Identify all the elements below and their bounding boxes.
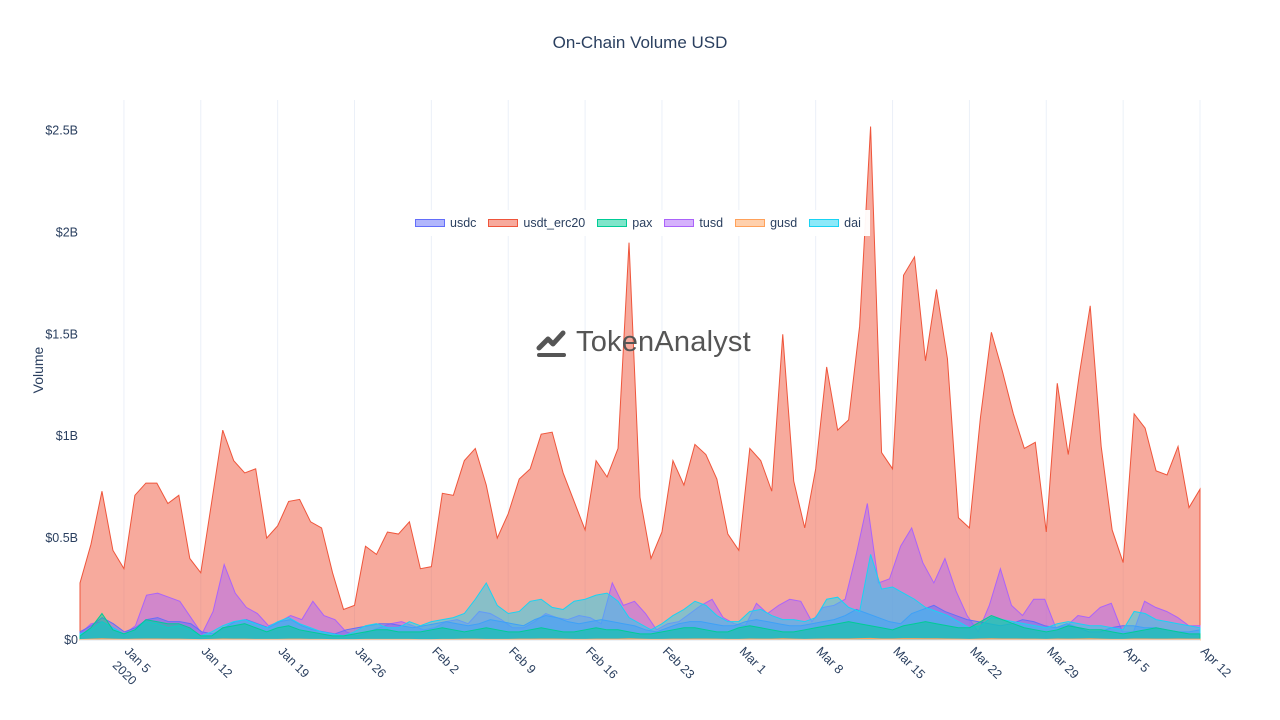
x-tick-label: Jan 19 xyxy=(276,644,312,680)
legend-swatch xyxy=(735,219,766,227)
legend: usdc usdt_erc20 pax tusd gusd dai xyxy=(408,210,870,236)
legend-label: gusd xyxy=(770,216,798,230)
watermark-text: TokenAnalyst xyxy=(576,326,751,358)
legend-item-usdc[interactable]: usdc xyxy=(415,216,476,230)
y-tick-label: $1.5B xyxy=(45,327,78,341)
x-tick-label: Feb 9 xyxy=(506,644,539,677)
x-tick-label: Feb 23 xyxy=(660,644,697,681)
x-tick-label: Apr 5 xyxy=(1121,644,1152,675)
y-tick-label: $1B xyxy=(56,429,78,443)
x-tick-label: Feb 16 xyxy=(583,644,620,681)
legend-label: usdt_erc20 xyxy=(523,216,586,230)
legend-label: dai xyxy=(844,216,861,230)
x-tick-label: Feb 2 xyxy=(429,644,462,677)
legend-item-tusd[interactable]: tusd xyxy=(664,216,723,230)
x-tick-label: Jan 26 xyxy=(352,644,388,680)
legend-swatch xyxy=(664,219,695,227)
legend-item-usdt_erc20[interactable]: usdt_erc20 xyxy=(488,216,585,230)
y-tick-label: $2.5B xyxy=(45,124,78,138)
series-areas xyxy=(79,126,1201,641)
legend-swatch xyxy=(809,219,840,227)
area-dai xyxy=(79,554,1201,641)
tokenanalyst-logo-icon xyxy=(536,330,566,357)
area-pax xyxy=(79,612,1201,641)
y-axis-label: Volume xyxy=(30,346,46,394)
x-tick-label: Jan 12 xyxy=(199,644,235,680)
x-tick-label: Mar 29 xyxy=(1044,644,1081,681)
y-tick-label: $2B xyxy=(56,225,78,239)
y-tick-label: $0.5B xyxy=(45,531,78,545)
legend-item-dai[interactable]: dai xyxy=(809,216,861,230)
y-tick-label: $0 xyxy=(64,633,78,647)
chart-title: On-Chain Volume USD xyxy=(552,33,728,52)
legend-swatch xyxy=(597,219,628,227)
tokenanalyst-watermark: TokenAnalyst xyxy=(536,326,751,359)
legend-label: tusd xyxy=(699,216,724,230)
x-tick-label: Mar 1 xyxy=(737,644,770,677)
legend-label: usdc xyxy=(450,216,477,230)
legend-swatch xyxy=(415,219,445,227)
x-tick-label: Mar 15 xyxy=(890,644,927,681)
legend-item-pax[interactable]: pax xyxy=(597,216,652,230)
area-usdt_erc20 xyxy=(79,126,1201,641)
legend-label: pax xyxy=(632,216,653,230)
legend-item-gusd[interactable]: gusd xyxy=(735,216,797,230)
legend-swatch xyxy=(488,219,519,227)
x-tick-label: Mar 22 xyxy=(967,644,1004,681)
x-tick-label: Apr 12 xyxy=(1198,644,1234,680)
x-tick-label: Mar 8 xyxy=(814,644,847,677)
